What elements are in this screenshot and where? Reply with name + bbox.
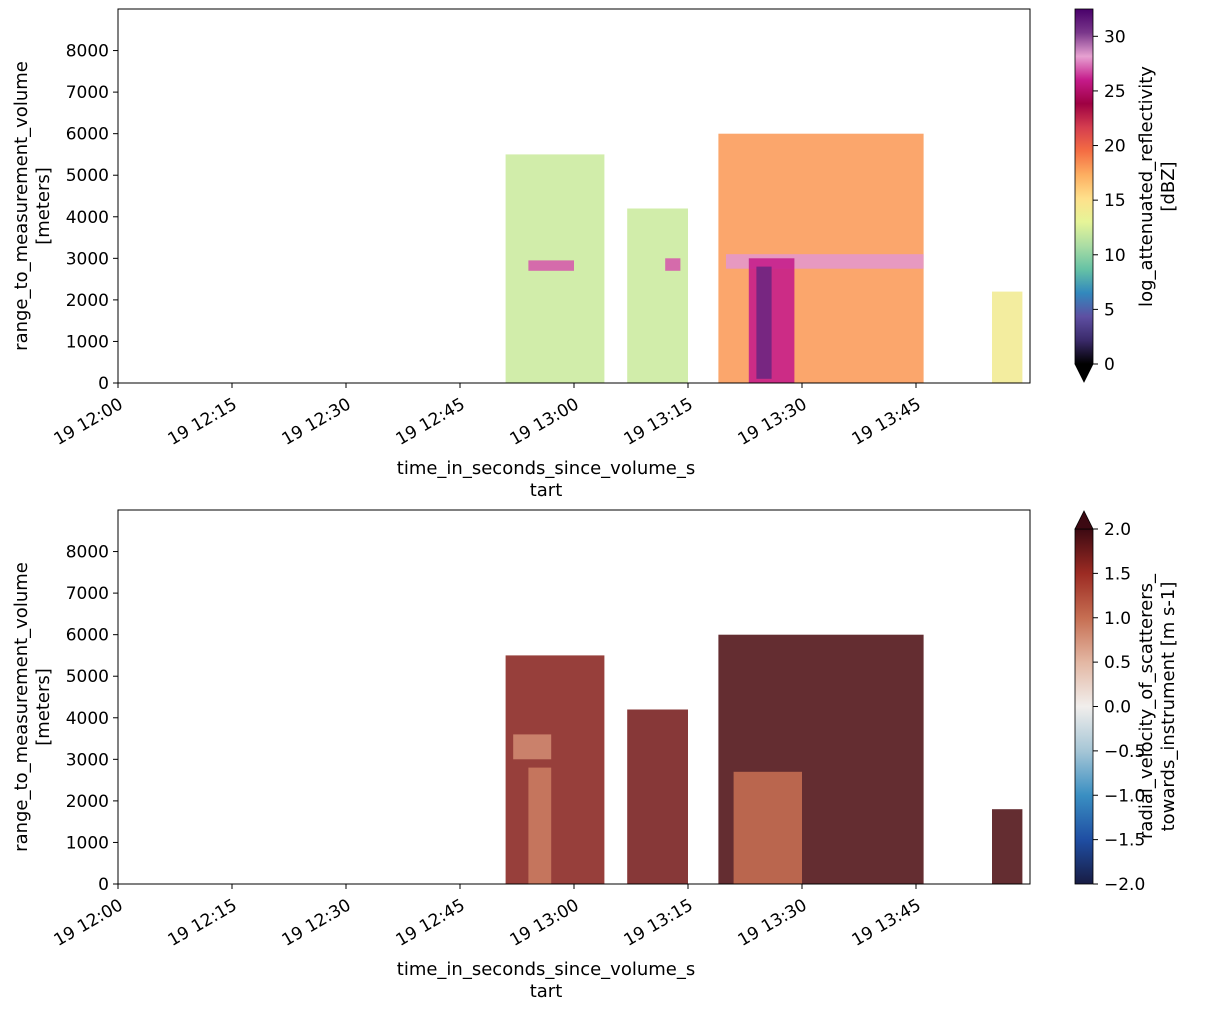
y-tick-label: 3000 (66, 750, 109, 770)
heatmap-cells (505, 133, 1023, 383)
radar-echo-2 (513, 734, 552, 760)
colorbar-tick-label: −2.0 (1104, 875, 1145, 895)
x-tick-label: 19 13:45 (849, 394, 925, 449)
y-tick-label: 8000 (66, 42, 109, 62)
colorbar-tick-label: 30 (1104, 27, 1126, 47)
y-tick-label: 1000 (66, 332, 109, 352)
colorbar-tick-label: −0.5 (1104, 742, 1145, 762)
y-tick-label: 8000 (66, 543, 109, 563)
x-tick-label: 19 13:00 (507, 895, 583, 950)
x-tick-label: 19 12:30 (279, 394, 355, 449)
x-tick-label: 19 13:30 (735, 895, 811, 950)
colorbar-gradient (1074, 8, 1094, 365)
colorbar-tick-label: 2.0 (1104, 520, 1131, 540)
radar-echo-4 (627, 709, 688, 884)
radar-echo-7 (992, 809, 1023, 884)
colorbar-tick-label: 0.5 (1104, 653, 1131, 673)
chart-panel-2: 0 1000 2000 3000 4000 5000 6000 7000 8000 19 12:0… (11, 509, 1179, 1002)
colorbar-tick-label: 10 (1104, 246, 1126, 266)
y-tick-label: 4000 (66, 208, 109, 228)
x-axis-label: tart (530, 480, 563, 501)
colorbar-extend-max (1074, 510, 1094, 530)
heatmap-cells (505, 634, 1023, 884)
x-tick-label: 19 12:15 (165, 895, 241, 950)
y-axis-label: range_to_measurement_volume (11, 61, 32, 351)
colorbar-tick-label: 1.0 (1104, 609, 1131, 629)
y-axis-label: [meters] (33, 668, 54, 746)
radar-echo-3 (528, 767, 552, 884)
radar-echo-8 (756, 266, 772, 379)
x-tick-label: 19 12:00 (51, 895, 127, 950)
y-tick-label: 2000 (66, 291, 109, 311)
radar-echo-3 (627, 208, 688, 383)
colorbar-tick-label: −1.5 (1104, 831, 1145, 851)
colorbar-label: towards_instrument [m s-1] (1158, 582, 1179, 832)
y-tick-label: 7000 (66, 584, 109, 604)
x-tick-label: 19 13:30 (735, 394, 811, 449)
radar-echo-4 (665, 258, 681, 271)
colorbar-label: radial_velocity_of_scatterers_ (1136, 573, 1157, 839)
y-axis-label: [meters] (33, 167, 54, 245)
x-tick-label: 19 13:45 (849, 895, 925, 950)
radar-echo-2 (528, 260, 574, 271)
y-tick-label: 0 (98, 374, 109, 394)
colorbar-tick-label: 1.5 (1104, 564, 1131, 584)
x-tick-label: 19 12:30 (279, 895, 355, 950)
y-tick-label: 6000 (66, 125, 109, 145)
x-axis-label: time_in_seconds_since_volume_s (397, 959, 695, 980)
y-tick-label: 1000 (66, 833, 109, 853)
x-tick-label: 19 13:15 (621, 394, 697, 449)
y-tick-label: 5000 (66, 166, 109, 186)
colorbar-label: log_attenuated_reflectivity (1136, 66, 1157, 307)
x-tick-label: 19 12:00 (51, 394, 127, 449)
colorbar-extend-min (1074, 363, 1094, 383)
x-tick-label: 19 13:15 (621, 895, 697, 950)
colorbar-tick-label: 0 (1104, 355, 1115, 375)
radar-echo-6 (733, 771, 802, 884)
colorbar-tick-label: 0.0 (1104, 698, 1131, 718)
y-tick-label: 3000 (66, 249, 109, 269)
y-tick-label: 4000 (66, 709, 109, 729)
colorbar-tick-label: 5 (1104, 300, 1115, 320)
x-tick-label: 19 12:15 (165, 394, 241, 449)
colorbar-tick-label: 20 (1104, 137, 1126, 157)
x-tick-label: 19 12:45 (393, 895, 469, 950)
colorbar-tick-label: 15 (1104, 191, 1126, 211)
x-tick-label: 19 12:45 (393, 394, 469, 449)
x-axis-label: tart (530, 981, 563, 1002)
colorbar-label: [dBZ] (1158, 161, 1179, 211)
chart-panel-1: 0 1000 2000 3000 4000 5000 6000 7000 8000 19 12:0… (11, 8, 1179, 501)
y-tick-label: 5000 (66, 667, 109, 687)
colorbar-tick-label: −1.0 (1104, 786, 1145, 806)
y-tick-label: 2000 (66, 792, 109, 812)
x-tick-label: 19 13:00 (507, 394, 583, 449)
y-tick-label: 6000 (66, 626, 109, 646)
colorbar-gradient (1074, 528, 1094, 885)
colorbar: 0 5 10 15 20 25 30 log_attenuated_reflectivity[… (1074, 8, 1179, 383)
y-tick-label: 0 (98, 875, 109, 895)
colorbar-tick-label: 25 (1104, 82, 1126, 102)
y-axis-label: range_to_measurement_volume (11, 562, 32, 852)
y-tick-label: 7000 (66, 83, 109, 103)
colorbar: 2.0 1.5 1.0 0.5 0.0 −0.5 −1.0 −1.5 −2.0 radial_ve… (1074, 510, 1179, 895)
x-axis-label: time_in_seconds_since_volume_s (397, 458, 695, 479)
radar-echo-9 (992, 291, 1023, 383)
radar-echo-1 (505, 655, 605, 884)
